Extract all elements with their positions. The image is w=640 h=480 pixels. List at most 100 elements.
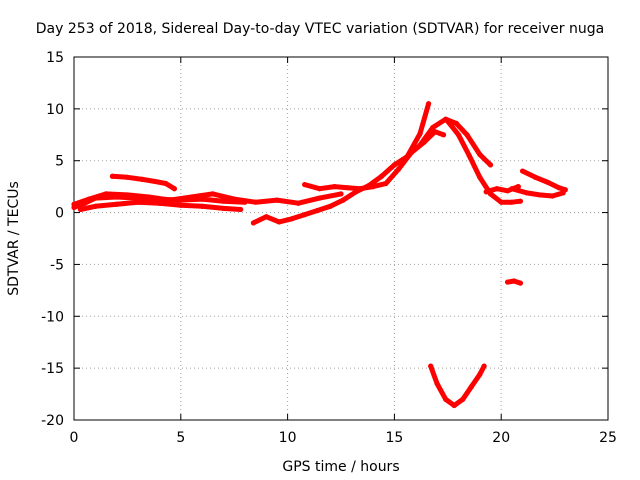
data-point — [276, 219, 282, 225]
data-point — [498, 199, 504, 205]
data-point — [434, 381, 440, 387]
data-point — [86, 196, 92, 202]
data-point — [252, 199, 259, 205]
data-point — [109, 173, 116, 179]
data-point — [71, 201, 77, 207]
y-tick-label: -15 — [41, 361, 64, 377]
data-point — [199, 203, 205, 209]
data-point — [238, 206, 244, 213]
data-point — [562, 187, 568, 193]
data-point — [289, 216, 295, 222]
data-point — [357, 186, 363, 192]
data-point — [178, 202, 184, 208]
data-point — [477, 151, 483, 158]
data-point — [519, 168, 526, 174]
data-point — [517, 280, 524, 286]
data-point — [537, 192, 543, 198]
data-point — [295, 200, 301, 206]
data-point — [302, 212, 308, 218]
data-point — [152, 178, 158, 185]
data-point — [391, 162, 397, 168]
data-point — [163, 180, 169, 187]
x-tick-label: 10 — [279, 430, 297, 446]
data-point — [477, 371, 483, 377]
y-tick-label: 5 — [55, 154, 64, 170]
data-point — [408, 149, 415, 156]
data-point — [250, 220, 257, 226]
data-point — [468, 384, 474, 390]
x-axis-label: GPS time / hours — [282, 459, 399, 475]
data-series-arc-7 — [417, 116, 493, 168]
data-point — [430, 124, 436, 131]
data-point — [231, 196, 237, 202]
data-point — [443, 396, 449, 402]
y-tick-label: 0 — [55, 206, 64, 222]
y-tick-label: -5 — [50, 257, 64, 273]
data-point — [156, 200, 163, 206]
data-point — [455, 132, 462, 138]
data-point — [188, 194, 195, 200]
data-point — [338, 191, 344, 197]
data-point — [314, 207, 321, 214]
plot-frame — [73, 56, 609, 421]
data-point — [483, 189, 489, 195]
data-point — [466, 152, 472, 159]
x-tick-label: 25 — [599, 430, 617, 446]
data-point — [440, 132, 447, 138]
y-tick-label: -10 — [41, 309, 64, 325]
data-point — [517, 198, 524, 204]
y-axis-label: SDTVAR / TECUs — [6, 181, 22, 296]
data-point — [417, 131, 423, 137]
data-point — [274, 197, 280, 203]
data-point — [220, 198, 227, 204]
data-point — [103, 191, 109, 197]
data-point — [425, 101, 432, 107]
x-tick-label: 15 — [385, 430, 403, 446]
data-point — [505, 188, 511, 194]
chart-title: Day 253 of 2018, Sidereal Day-to-day VTE… — [36, 21, 604, 37]
data-point — [417, 142, 423, 148]
data-point — [453, 120, 459, 126]
data-point — [370, 184, 376, 190]
data-point — [327, 203, 333, 209]
data-point — [124, 174, 130, 180]
data-point — [171, 186, 177, 192]
data-point — [396, 166, 402, 172]
data-point — [92, 203, 98, 209]
data-point — [556, 185, 562, 191]
data-point — [220, 205, 227, 212]
data-point — [167, 197, 173, 203]
data-point — [494, 186, 500, 192]
y-tick-label: -20 — [41, 413, 64, 429]
data-point — [477, 174, 483, 180]
data-point — [124, 192, 130, 198]
data-point — [210, 191, 216, 197]
data-point — [549, 193, 556, 199]
y-tick-label: 10 — [46, 102, 64, 118]
data-point — [317, 186, 323, 192]
data-point — [524, 190, 530, 196]
data-point — [77, 206, 84, 213]
data-point — [445, 118, 451, 124]
data-point — [545, 179, 551, 186]
data-point — [263, 214, 269, 220]
data-point — [331, 184, 338, 190]
data-point — [509, 186, 515, 192]
data-point — [135, 199, 141, 205]
data-point — [114, 201, 120, 207]
data-point — [344, 185, 351, 191]
data-point — [451, 402, 457, 409]
data-point — [532, 174, 538, 180]
data-point — [487, 162, 494, 168]
data-point — [511, 278, 517, 284]
x-tick-label: 5 — [176, 430, 185, 446]
data-point — [302, 181, 308, 188]
data-point — [317, 195, 323, 201]
data-series-arc-2 — [71, 191, 344, 207]
data-series-arc-12 — [428, 363, 487, 408]
data-point — [509, 199, 515, 205]
data-point — [139, 176, 145, 182]
x-tick-label: 0 — [70, 430, 79, 446]
